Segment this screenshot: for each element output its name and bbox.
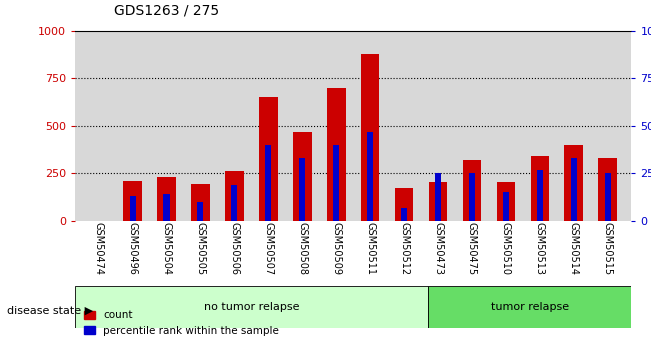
Bar [428,182,447,221]
Text: no tumor relapse: no tumor relapse [204,302,299,312]
Bar [428,286,631,328]
Text: GSM50506: GSM50506 [229,222,240,275]
Bar [225,170,243,221]
Bar [503,193,509,221]
Bar [435,173,441,221]
Bar [130,196,135,221]
Bar [327,88,346,221]
Bar [265,145,271,221]
Text: GSM50475: GSM50475 [467,222,477,275]
Bar [197,202,204,221]
Text: tumor relapse: tumor relapse [491,302,569,312]
Text: GSM50496: GSM50496 [128,222,137,275]
Bar [333,145,339,221]
Text: GSM50473: GSM50473 [433,222,443,275]
Text: GSM50504: GSM50504 [161,222,171,275]
Bar [564,145,583,221]
Bar [361,54,380,221]
Text: GSM50507: GSM50507 [263,222,273,275]
Bar [157,177,176,221]
Bar [605,173,611,221]
Text: GDS1263 / 275: GDS1263 / 275 [114,3,219,17]
Bar [537,169,543,221]
Text: GSM50511: GSM50511 [365,222,375,275]
Text: GSM50513: GSM50513 [535,222,545,275]
Text: GSM50505: GSM50505 [195,222,206,275]
Text: GSM50508: GSM50508 [298,222,307,275]
Bar [463,160,481,221]
Text: disease state ▶: disease state ▶ [7,306,92,315]
Bar [259,97,278,221]
Text: GSM50509: GSM50509 [331,222,341,275]
Bar [75,286,428,328]
Bar [367,132,373,221]
Legend: count, percentile rank within the sample: count, percentile rank within the sample [80,306,283,340]
Bar [497,182,515,221]
Bar [123,181,142,221]
Bar [598,158,617,221]
Bar [469,173,475,221]
Bar [571,158,577,221]
Bar [293,132,312,221]
Bar [395,188,413,221]
Bar [531,156,549,221]
Bar [299,158,305,221]
Bar [401,208,407,221]
Bar [191,184,210,221]
Text: GSM50512: GSM50512 [399,222,409,275]
Text: GSM50515: GSM50515 [603,222,613,275]
Bar [231,185,238,221]
Bar [163,194,169,221]
Text: GSM50510: GSM50510 [501,222,511,275]
Text: GSM50474: GSM50474 [94,222,104,275]
Text: GSM50514: GSM50514 [569,222,579,275]
